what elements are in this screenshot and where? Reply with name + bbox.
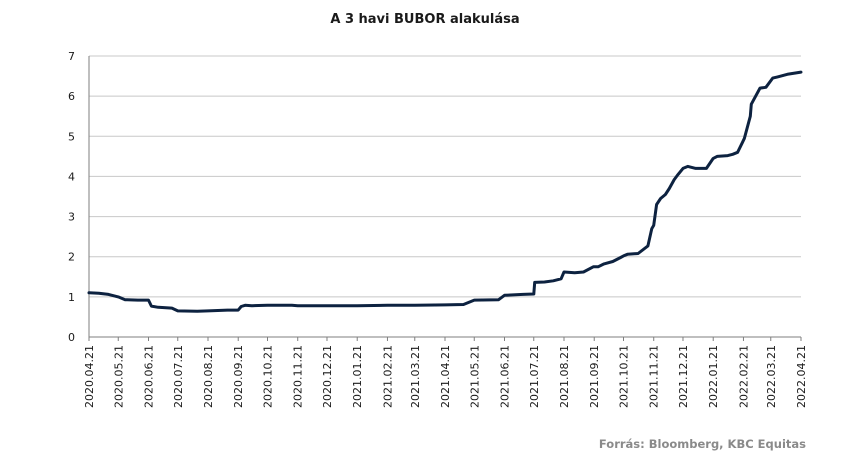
x-tick-label: 2020.11.21 bbox=[292, 345, 305, 408]
x-tick-label: 2021.04.21 bbox=[439, 345, 452, 408]
x-tick-label: 2021.01.21 bbox=[351, 345, 364, 408]
x-tick-label: 2021.06.21 bbox=[498, 345, 511, 408]
x-tick-label: 2020.08.21 bbox=[202, 345, 215, 408]
x-tick-label: 2020.10.21 bbox=[261, 345, 274, 408]
y-tick-label: 6 bbox=[68, 90, 75, 103]
x-tick-label: 2021.03.21 bbox=[409, 345, 422, 408]
x-tick-label: 2020.04.21 bbox=[83, 345, 96, 408]
x-tick-label: 2021.05.21 bbox=[468, 345, 481, 408]
series-line bbox=[87, 70, 803, 313]
x-tick-label: 2021.09.21 bbox=[588, 345, 601, 408]
x-tick-label: 2022.03.21 bbox=[765, 345, 778, 408]
source-note: Forrás: Bloomberg, KBC Equitas bbox=[599, 437, 806, 451]
y-tick-label: 2 bbox=[68, 251, 75, 264]
x-tick-label: 2021.11.21 bbox=[648, 345, 661, 408]
gridlines bbox=[89, 55, 801, 338]
x-tick-label: 2020.09.21 bbox=[232, 345, 245, 408]
y-tick-label: 3 bbox=[68, 211, 75, 224]
x-tick-label: 2022.01.21 bbox=[707, 345, 720, 408]
y-tick-label: 7 bbox=[68, 50, 75, 63]
y-tick-label: 4 bbox=[68, 170, 75, 183]
x-tick-label: 2020.12.21 bbox=[321, 345, 334, 408]
x-tick-label: 2021.02.21 bbox=[381, 345, 394, 408]
x-tick-label: 2020.06.21 bbox=[142, 345, 155, 408]
y-axis: 0 1 2 3 4 5 6 7 bbox=[68, 50, 90, 344]
chart-title: A 3 havi BUBOR alakulása bbox=[330, 12, 519, 27]
x-axis: 2020.04.21 2020.05.21 2020.06.21 2020.07.21… bbox=[83, 337, 808, 408]
y-tick-label: 1 bbox=[68, 291, 75, 304]
x-tick-label: 2022.04.21 bbox=[795, 345, 808, 408]
x-tick-label: 2021.07.21 bbox=[528, 345, 541, 408]
x-tick-label: 2021.10.21 bbox=[617, 345, 630, 408]
x-tick-label: 2022.02.21 bbox=[737, 345, 750, 408]
series-group bbox=[87, 70, 803, 313]
x-tick-label: 2021.12.21 bbox=[677, 345, 690, 408]
y-tick-label: 5 bbox=[68, 130, 75, 143]
x-tick-label: 2020.05.21 bbox=[112, 345, 125, 408]
x-tick-label: 2020.07.21 bbox=[172, 345, 185, 408]
x-tick-label: 2021.08.21 bbox=[558, 345, 571, 408]
y-tick-label: 0 bbox=[68, 331, 75, 344]
